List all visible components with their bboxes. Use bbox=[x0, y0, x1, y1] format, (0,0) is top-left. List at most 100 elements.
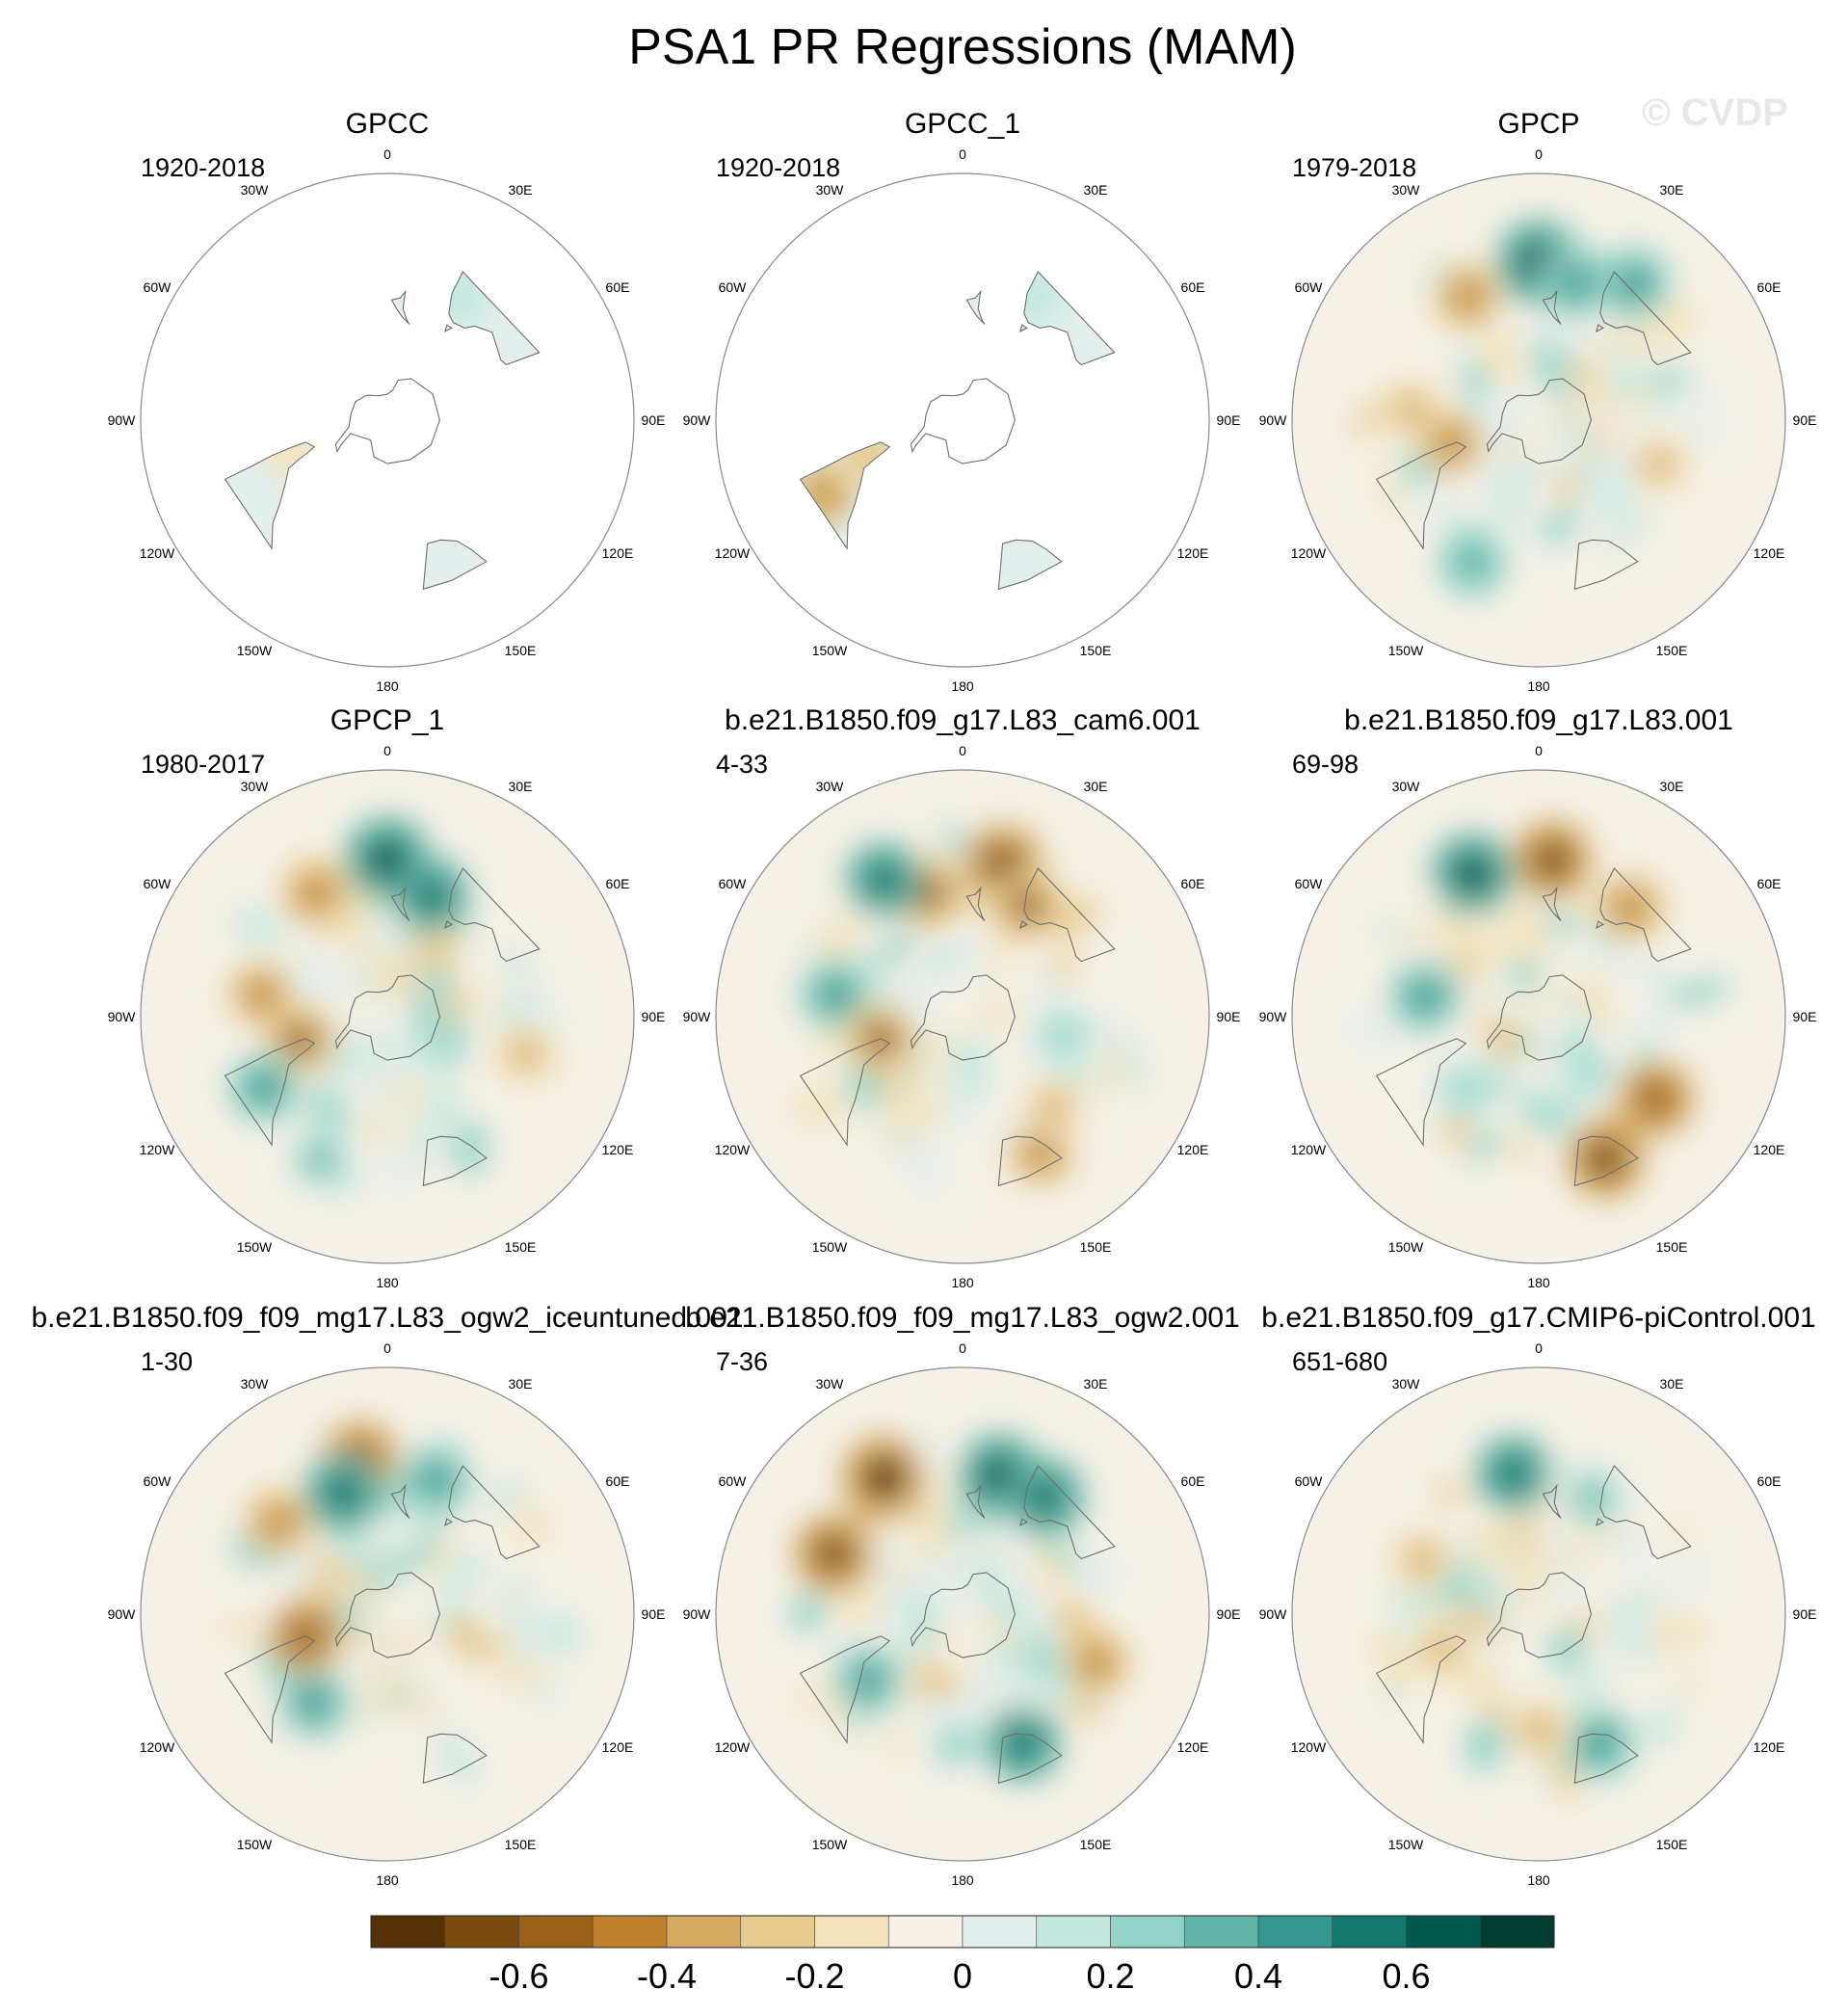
field-cell bbox=[789, 1593, 827, 1632]
coastline bbox=[444, 324, 454, 332]
lon-label: 120E bbox=[602, 545, 634, 561]
field-cell bbox=[409, 1118, 439, 1168]
field-cell bbox=[987, 1651, 1015, 1676]
colorbar-swatch bbox=[1332, 1915, 1407, 1949]
anomaly-core bbox=[1023, 1476, 1065, 1518]
field-cell bbox=[1511, 908, 1549, 958]
coastline bbox=[1023, 271, 1116, 366]
lon-label: 0 bbox=[959, 1340, 966, 1356]
field-cell bbox=[211, 1559, 249, 1616]
lon-label: 150E bbox=[505, 643, 537, 658]
coastline bbox=[1375, 1038, 1467, 1147]
field-cell bbox=[1567, 1614, 1598, 1639]
coastline bbox=[910, 378, 1016, 464]
lon-label: 60E bbox=[1757, 1473, 1782, 1489]
colorbar-swatch bbox=[370, 1915, 446, 1949]
field-cell bbox=[411, 927, 451, 972]
anomaly-core bbox=[418, 1462, 454, 1498]
coastline bbox=[448, 271, 541, 366]
lon-label: 120W bbox=[715, 1142, 751, 1157]
anomaly-core bbox=[1450, 279, 1485, 314]
anomaly-core bbox=[298, 875, 334, 912]
coastline bbox=[422, 539, 488, 591]
field-cell bbox=[1491, 977, 1518, 1019]
anomaly-core bbox=[1451, 853, 1493, 896]
field-cell bbox=[889, 1089, 912, 1147]
lon-label: 60W bbox=[144, 876, 172, 891]
panel-period: 1980-2017 bbox=[141, 750, 265, 779]
coastline bbox=[224, 1635, 316, 1744]
colorbar-tick-label: 0.4 bbox=[1234, 1956, 1282, 1996]
field-cell bbox=[907, 969, 940, 999]
lon-label: 90E bbox=[1217, 1009, 1241, 1024]
lon-label: 180 bbox=[1527, 1872, 1550, 1888]
field-cell bbox=[975, 998, 1017, 1030]
panel-period: 1920-2018 bbox=[141, 153, 265, 182]
anomaly-core bbox=[1427, 1633, 1458, 1664]
page-title: PSA1 PR Regressions (MAM) bbox=[628, 19, 1297, 75]
anomaly-core bbox=[304, 1143, 337, 1176]
map-border bbox=[1291, 769, 1786, 1264]
field-cell bbox=[950, 1037, 990, 1099]
lon-label: 150E bbox=[1656, 1239, 1688, 1255]
coastline bbox=[224, 441, 316, 550]
field-cell bbox=[853, 1588, 887, 1626]
field-cell bbox=[366, 914, 400, 947]
field-cell bbox=[1449, 1012, 1485, 1049]
anomaly-core bbox=[1455, 545, 1490, 580]
lon-label: 180 bbox=[1527, 1275, 1550, 1290]
colorbar-swatch bbox=[1479, 1915, 1555, 1949]
colorbar-swatch bbox=[740, 1915, 815, 1949]
field-cell bbox=[1537, 1535, 1573, 1554]
coastline bbox=[422, 1135, 488, 1187]
coastline bbox=[390, 289, 410, 325]
lon-label: 120W bbox=[1291, 545, 1327, 561]
lon-label: 90E bbox=[1217, 412, 1241, 428]
colorbar-tick-label: -0.2 bbox=[784, 1956, 844, 1996]
anomaly-core bbox=[509, 1037, 541, 1070]
lon-label: 30E bbox=[1660, 1376, 1684, 1392]
coastline bbox=[334, 1572, 440, 1658]
field-cell bbox=[977, 1076, 1029, 1126]
coastline bbox=[1599, 867, 1692, 963]
field-cell bbox=[983, 1581, 1034, 1634]
colorbar-swatch bbox=[1110, 1915, 1185, 1949]
field-cell bbox=[1391, 1587, 1428, 1622]
field-cell bbox=[454, 1616, 483, 1645]
lon-label: 120W bbox=[715, 545, 751, 561]
coastline bbox=[1596, 1518, 1605, 1526]
field-cell bbox=[1465, 1719, 1505, 1772]
lon-label: 120E bbox=[1754, 545, 1785, 561]
lon-label: 30W bbox=[241, 779, 270, 794]
field-cell bbox=[1501, 1637, 1519, 1675]
coastline bbox=[1375, 1635, 1467, 1744]
lon-label: 120W bbox=[140, 545, 175, 561]
lon-label: 30E bbox=[1084, 182, 1108, 198]
land-fill bbox=[423, 540, 487, 590]
lon-label: 120E bbox=[1177, 1739, 1209, 1755]
coastline bbox=[997, 539, 1063, 591]
panel-title: b.e21.B1850.f09_f09_mg17.L83_ogw2.001 bbox=[685, 1302, 1240, 1334]
field-cell bbox=[910, 1669, 969, 1702]
lon-label: 120W bbox=[1291, 1142, 1327, 1157]
coastline bbox=[965, 289, 986, 325]
lon-label: 30E bbox=[509, 779, 533, 794]
colorbar-swatch bbox=[592, 1915, 668, 1949]
field-cell bbox=[1043, 1538, 1085, 1578]
field-cell bbox=[913, 1554, 964, 1594]
field-cell bbox=[1627, 1032, 1659, 1070]
anomaly-core bbox=[1394, 392, 1427, 425]
map-border bbox=[140, 769, 635, 1264]
lon-label: 90E bbox=[1793, 1606, 1817, 1622]
field-cell bbox=[936, 1724, 973, 1765]
lon-label: 30E bbox=[1084, 1376, 1108, 1392]
field-cell bbox=[484, 1479, 524, 1513]
lon-label: 30E bbox=[1660, 182, 1684, 198]
field-cell bbox=[1518, 1773, 1553, 1799]
field-cell bbox=[1026, 967, 1058, 998]
field-cell bbox=[1606, 1532, 1658, 1572]
field-cell bbox=[1490, 905, 1515, 930]
coastline bbox=[1573, 539, 1639, 591]
field-cell bbox=[399, 1028, 437, 1065]
lon-label: 150W bbox=[812, 1837, 848, 1852]
